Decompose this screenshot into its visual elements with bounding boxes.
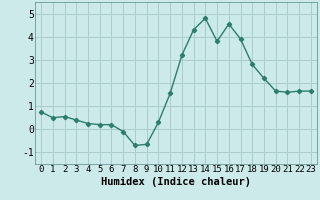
X-axis label: Humidex (Indice chaleur): Humidex (Indice chaleur) [101,177,251,187]
